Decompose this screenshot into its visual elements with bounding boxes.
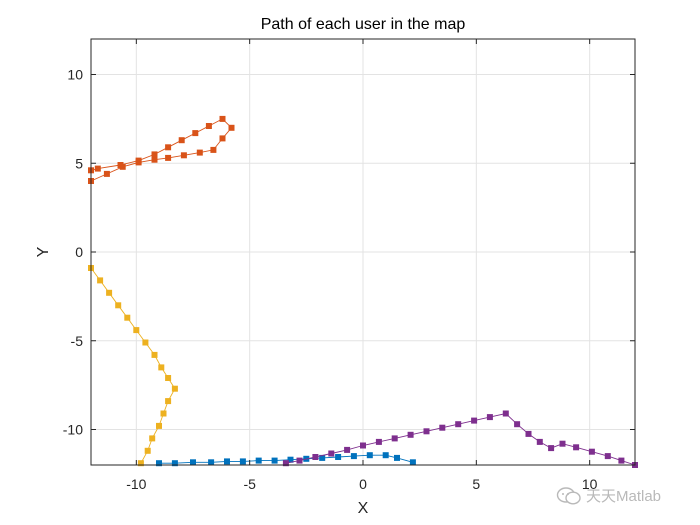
y-tick-label: 10 [67,67,83,83]
data-point [228,124,235,131]
data-point [604,453,611,460]
data-point [350,453,357,460]
data-point [171,385,178,392]
data-point [133,327,140,334]
data-point [296,457,303,464]
data-point [319,454,326,461]
data-point [171,460,178,467]
data-point [486,414,493,421]
data-point [156,422,162,429]
data-point [165,375,172,381]
data-point [210,146,217,153]
series-1 [156,452,416,467]
data-point [151,156,158,163]
data-point [271,457,278,464]
data-point [165,144,172,151]
data-point [156,460,162,467]
data-point [394,454,400,461]
data-point [375,438,382,445]
y-tick-label: -5 [71,333,84,349]
data-point [137,460,144,467]
data-point [239,458,246,465]
data-point [190,459,196,466]
data-point [208,459,215,466]
data-point [391,435,398,442]
data-point [219,135,226,142]
x-axis-label: X [358,500,369,517]
series-2 [88,115,235,184]
data-point [165,154,172,161]
data-point [573,444,580,451]
data-point [618,457,625,464]
series-4 [282,410,638,468]
chat-bubble-icon [556,486,581,505]
data-point [559,440,566,447]
data-point [149,435,156,442]
data-point [224,458,230,465]
data-point [312,454,319,460]
data-point [135,157,142,164]
data-point [115,302,122,309]
data-point [439,424,446,431]
data-point [144,447,151,454]
data-point [94,165,101,172]
y-tick-label: -10 [63,422,83,438]
x-tick-label: 10 [582,476,598,492]
data-point [160,410,167,417]
data-point [255,457,262,464]
data-point [382,452,389,459]
data-point [409,459,416,466]
data-point [178,137,185,144]
data-point [151,351,158,358]
data-point [471,417,478,424]
x-tick-label: -5 [243,476,256,492]
data-point [192,130,199,137]
y-tick-label: 5 [75,155,83,171]
data-point [180,152,187,159]
watermark: 天天Matlab [556,485,661,506]
data-point [344,446,351,453]
watermark-text: 天天Matlab [586,488,662,505]
data-point [407,431,414,438]
data-point [151,151,158,158]
x-tick-label: 5 [472,476,480,492]
x-tick-label: 0 [359,476,367,492]
data-point [423,428,430,435]
data-point [548,445,555,452]
data-point [536,438,543,445]
data-point [205,123,212,129]
data-point [142,339,149,346]
data-point [514,421,521,428]
chart-title: Path of each user in the map [261,16,466,33]
x-tick-label: -10 [126,476,146,492]
y-tick-label: 0 [75,244,83,260]
data-point [165,398,172,405]
data-point [103,170,110,177]
grid [91,39,635,465]
data-point [124,314,131,321]
data-point [328,450,335,457]
data-point [287,456,294,463]
data-point [97,277,104,284]
data-point [525,430,532,437]
tick-layer: -10 -5 0 5 10 -10 -5 0 5 10 [63,39,635,492]
data-point [360,442,366,449]
data-point [106,289,113,296]
data-point [502,410,509,417]
data-point [455,421,462,428]
data-point [117,162,124,168]
data-point [282,460,289,467]
data-point [588,448,595,455]
data-point [158,364,165,371]
data-point [196,149,203,156]
data-point [366,452,373,459]
data-point [219,115,226,122]
y-axis-label: Y [35,246,52,257]
data-point [335,454,342,460]
